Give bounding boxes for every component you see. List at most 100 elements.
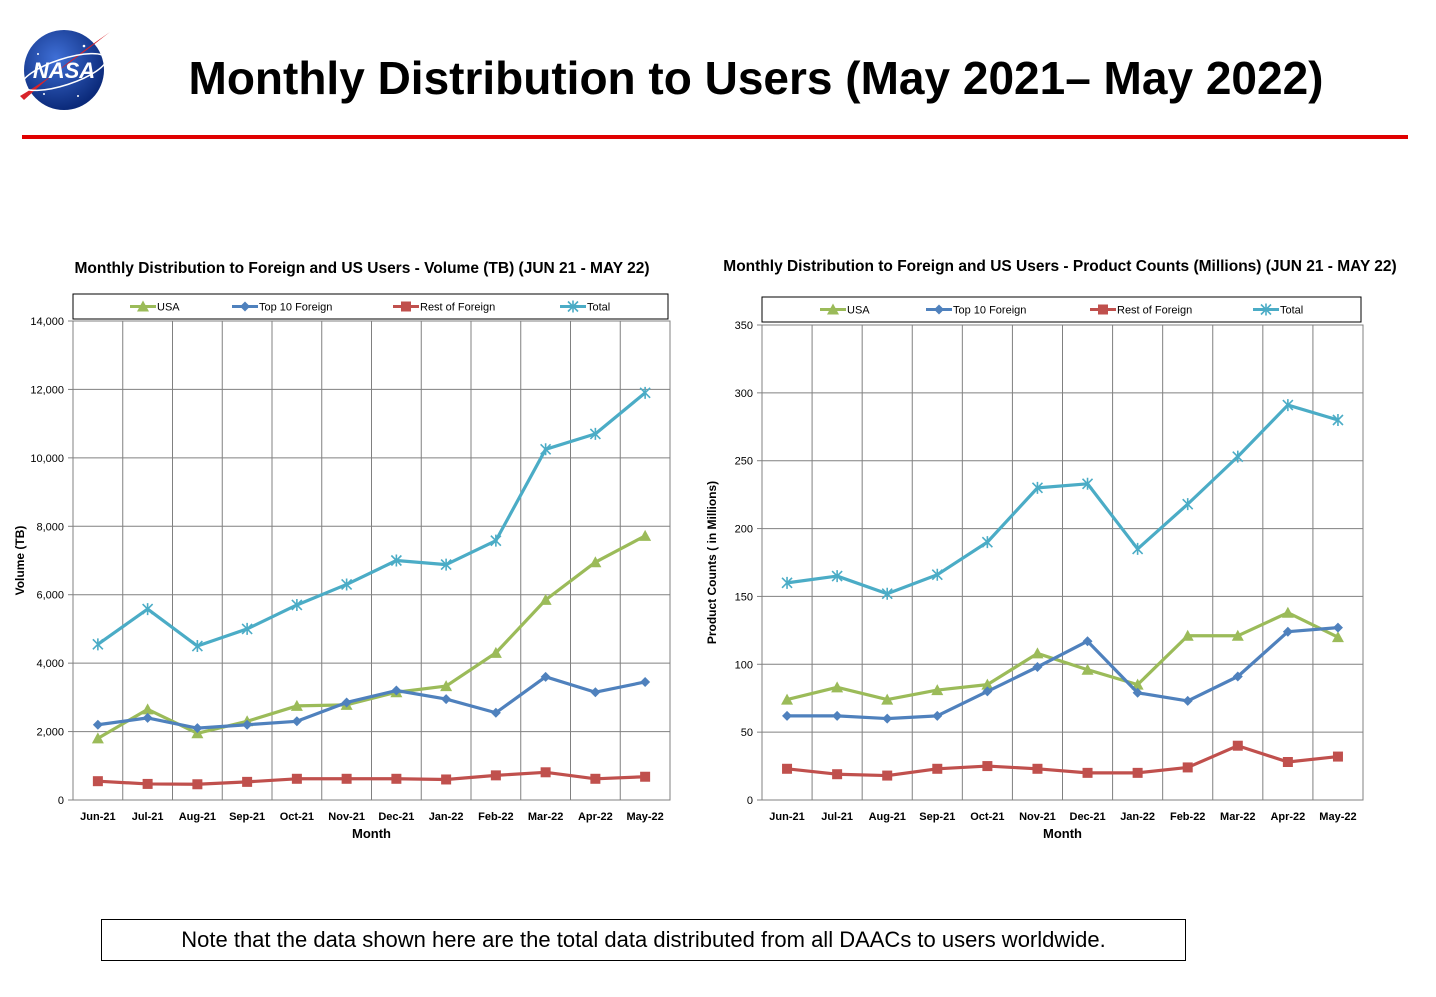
data-point: [1282, 399, 1294, 412]
data-point: [440, 558, 452, 571]
data-point: [1032, 763, 1043, 774]
data-point: [982, 686, 993, 697]
data-point: [290, 699, 303, 711]
data-point: [92, 638, 104, 651]
legend-marker: [240, 301, 250, 312]
chart-title: Monthly Distribution to Foreign and US U…: [723, 258, 1396, 275]
data-point: [539, 593, 552, 605]
data-point: [242, 776, 253, 787]
x-tick-label: Sep-21: [229, 811, 265, 823]
data-point: [881, 693, 894, 705]
data-point: [589, 556, 602, 568]
volume-chart: Monthly Distribution to Foreign and US U…: [0, 245, 700, 855]
data-point: [391, 685, 402, 696]
data-point: [781, 576, 793, 589]
data-point: [639, 529, 652, 541]
x-tick-label: Jan-22: [1120, 811, 1155, 823]
data-point: [1132, 767, 1143, 778]
series-line: [786, 611, 1339, 702]
series-line: [97, 675, 646, 730]
x-tick-label: Aug-21: [179, 811, 216, 823]
x-tick-label: Jun-21: [80, 811, 115, 823]
product-counts-chart: Monthly Distribution to Foreign and US U…: [698, 245, 1433, 855]
series-line: [97, 770, 646, 786]
y-axis-title: Volume (TB): [13, 526, 27, 596]
series-usa: [91, 529, 652, 744]
y-tick-label: 200: [735, 524, 753, 536]
data-point: [441, 774, 452, 785]
legend-label: Rest of Foreign: [1117, 305, 1192, 317]
data-point: [931, 568, 943, 581]
x-tick-label: Feb-22: [1170, 811, 1205, 823]
data-point: [881, 587, 893, 600]
series-top-10-foreign: [92, 671, 651, 734]
y-tick-label: 250: [735, 456, 753, 468]
y-tick-label: 10,000: [30, 453, 64, 465]
volume-chart-svg: Monthly Distribution to Foreign and US U…: [13, 260, 671, 841]
legend-marker: [1260, 303, 1272, 316]
x-tick-label: Dec-21: [1070, 811, 1106, 823]
data-point: [982, 761, 993, 772]
data-point: [1182, 762, 1193, 773]
data-point: [782, 710, 793, 721]
data-point: [291, 773, 302, 784]
chart-title: Monthly Distribution to Foreign and US U…: [75, 260, 650, 277]
y-tick-label: 350: [735, 320, 753, 332]
series-total: [92, 386, 651, 653]
data-point: [1082, 767, 1093, 778]
data-point: [1231, 629, 1244, 641]
data-point: [640, 676, 651, 687]
series-total: [781, 399, 1344, 600]
y-tick-label: 100: [735, 659, 753, 671]
data-point: [540, 767, 551, 778]
data-point: [882, 713, 893, 724]
data-point: [1232, 450, 1244, 463]
legend-marker: [567, 300, 579, 313]
y-tick-label: 300: [735, 388, 753, 400]
data-point: [1081, 663, 1094, 675]
data-point: [540, 671, 551, 682]
y-tick-label: 150: [735, 591, 753, 603]
legend-marker: [827, 303, 839, 315]
x-tick-label: Jan-22: [429, 811, 464, 823]
data-point: [1081, 477, 1094, 490]
y-tick-label: 14,000: [30, 316, 64, 328]
data-point: [1282, 757, 1293, 767]
legend-label: Total: [1280, 305, 1303, 317]
x-axis-title: Month: [1043, 826, 1082, 841]
data-point: [932, 763, 943, 774]
page-title: Monthly Distribution to Users (May 2021–…: [188, 52, 1324, 104]
legend-label: Total: [587, 302, 610, 314]
data-point: [341, 578, 353, 591]
series-usa: [781, 606, 1344, 705]
data-point: [639, 386, 651, 399]
y-tick-label: 0: [58, 795, 64, 807]
nasa-logo-text: NASA: [33, 58, 95, 83]
y-tick-label: 12,000: [30, 384, 64, 396]
series-line: [97, 534, 646, 740]
x-tick-label: Jul-21: [132, 811, 164, 823]
data-point: [1332, 414, 1344, 426]
x-tick-label: Jun-21: [769, 811, 804, 823]
data-point: [490, 770, 501, 781]
data-point: [1031, 481, 1044, 494]
data-point: [932, 710, 943, 721]
data-point: [489, 646, 502, 658]
data-point: [1132, 687, 1143, 698]
x-tick-label: Feb-22: [478, 811, 513, 823]
data-point: [490, 707, 501, 718]
legend-label: Top 10 Foreign: [953, 305, 1026, 317]
data-point: [440, 680, 453, 692]
y-tick-label: 4,000: [36, 658, 64, 670]
legend-label: Rest of Foreign: [420, 302, 495, 314]
series-top-10-foreign: [782, 622, 1343, 724]
data-point: [1181, 629, 1194, 641]
product-counts-chart-svg: Monthly Distribution to Foreign and US U…: [705, 258, 1397, 841]
x-tick-label: Dec-21: [378, 811, 414, 823]
data-point: [341, 697, 352, 708]
data-point: [981, 536, 993, 549]
data-point: [590, 687, 601, 698]
title-divider: [22, 135, 1408, 139]
data-point: [291, 716, 302, 727]
data-point: [981, 678, 994, 690]
